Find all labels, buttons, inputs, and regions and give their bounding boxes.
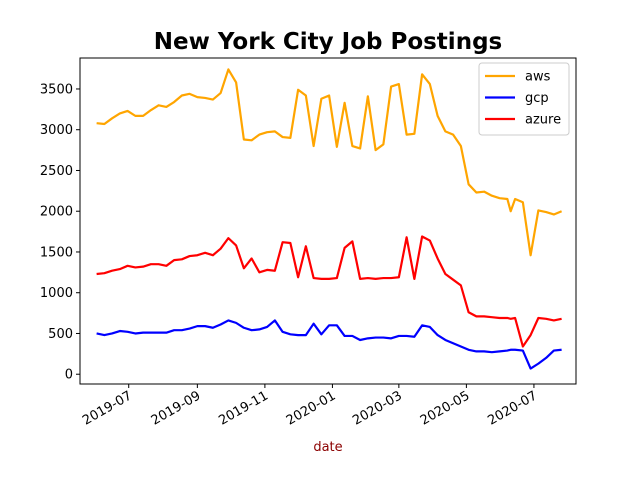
series-lines [96,68,563,370]
x-axis-ticks: 2019-07 2019-09 2019-11 2020-01 2020-03 2020-… [80,384,540,429]
x-tick-label: 2020-05 [418,388,473,428]
x-tick-label: 2020-07 [485,388,540,428]
legend-box [478,62,570,136]
x-axis-label: date [313,440,342,455]
y-tick-label: 1500 [40,245,73,260]
x-tick-label: 2020-03 [350,388,405,428]
x-tick-label: 2019-11 [216,388,271,428]
x-tick-label: 2019-07 [80,388,135,428]
legend-label-aws: aws [525,70,551,85]
series-line-azure [96,235,562,348]
x-tick-label: 2020-01 [284,388,339,428]
series-line-aws [96,68,563,257]
x-tick-label: 2019-09 [149,388,204,428]
y-tick-label: 1000 [40,286,73,301]
legend-label-gcp: gcp [525,91,549,106]
axes-frame [79,57,577,385]
y-tick-label: 0 [65,368,73,383]
legend-label-azure: azure [525,113,561,128]
y-tick-label: 3000 [40,123,73,138]
y-tick-label: 2000 [40,205,73,220]
y-tick-label: 2500 [40,164,73,179]
y-tick-label: 500 [48,327,73,342]
chart-title: New York City Job Postings [154,29,502,55]
y-axis-ticks: 0 500 1000 1500 2000 2500 3000 3500 [40,82,80,383]
y-tick-label: 3500 [40,82,73,97]
series-line-gcp [96,319,562,370]
legend: aws gcp azure [478,62,570,136]
plot-frame [79,57,577,385]
